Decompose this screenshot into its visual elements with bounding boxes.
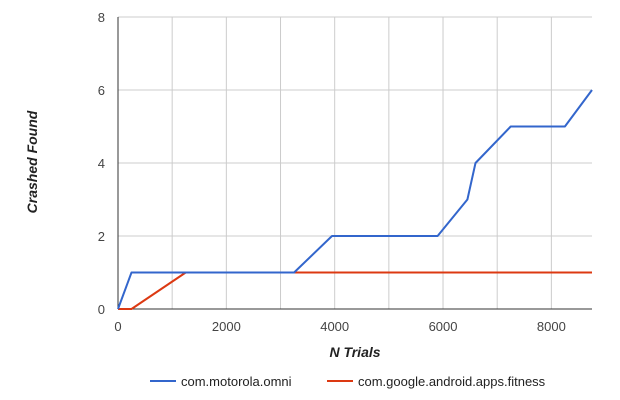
tick-labels: 0 2 4 6 8 0 2000 4000 6000 8000 (98, 10, 566, 334)
legend: com.motorola.omni com.google.android.apps… (150, 374, 546, 389)
y-tick-label: 4 (98, 156, 105, 171)
x-axis-title: N Trials (329, 344, 380, 360)
x-tick-label: 0 (114, 319, 121, 334)
y-tick-label: 8 (98, 10, 105, 25)
x-tick-label: 4000 (320, 319, 349, 334)
y-tick-label: 2 (98, 229, 105, 244)
x-tick-label: 2000 (212, 319, 241, 334)
series-line-2 (118, 271, 592, 310)
axes (117, 17, 592, 310)
grid-lines (118, 16, 592, 309)
x-tick-label: 8000 (537, 319, 566, 334)
legend-label: com.google.android.apps.fitness (358, 374, 546, 389)
y-axis-title: Crashed Found (24, 110, 40, 213)
y-tick-label: 6 (98, 83, 105, 98)
y-tick-label: 0 (98, 302, 105, 317)
legend-label: com.motorola.omni (181, 374, 292, 389)
x-tick-label: 6000 (429, 319, 458, 334)
series-group (117, 89, 593, 310)
series-line-1 (117, 89, 593, 310)
